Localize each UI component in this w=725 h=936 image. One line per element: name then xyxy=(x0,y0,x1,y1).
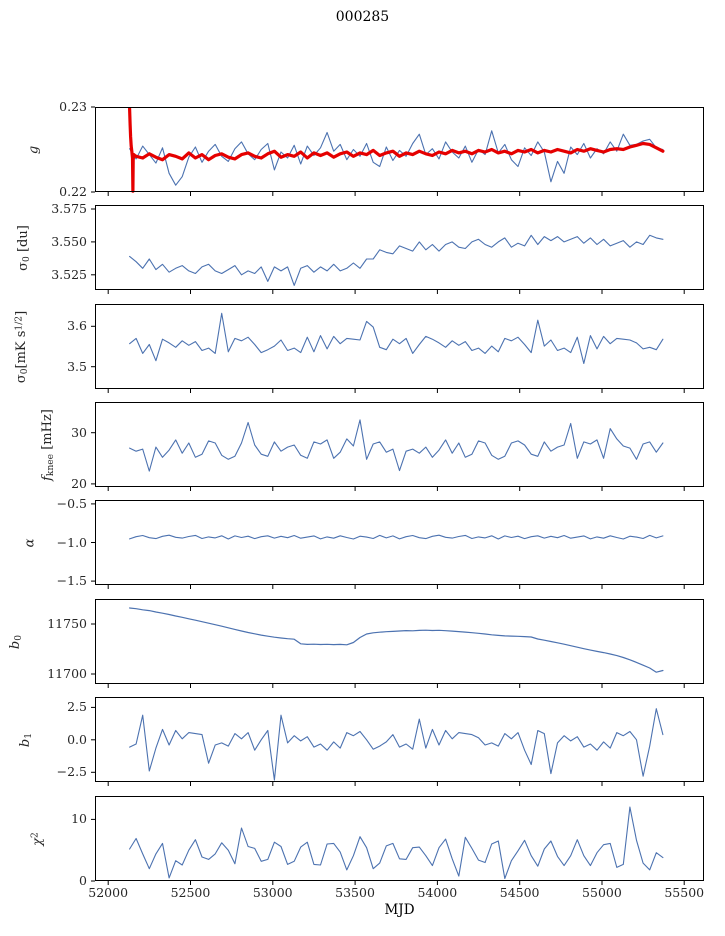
x-tick-label: 55500 xyxy=(664,885,705,900)
x-tick-label: 54000 xyxy=(417,885,458,900)
series-sigma0-mK xyxy=(129,312,664,365)
y-tick-label: −1.0 xyxy=(56,534,87,550)
x-axis-label: MJD xyxy=(384,902,415,918)
y-tick-label: −1.5 xyxy=(56,573,87,589)
x-tick-label: 54500 xyxy=(499,885,540,900)
panel-b0 xyxy=(91,599,704,688)
y-axis-label-b1: b1 xyxy=(18,732,34,747)
y-axis-label-sigma0-du: σ0 [du] xyxy=(16,224,32,271)
y-tick-label: 0.0 xyxy=(67,731,87,747)
y-tick-label: 10 xyxy=(71,811,87,827)
y-tick-label: −0.5 xyxy=(56,495,87,511)
panel-alpha xyxy=(91,500,704,589)
y-tick-label: 3.550 xyxy=(51,233,87,249)
panel-chi2 xyxy=(91,796,704,885)
y-tick-label: 11700 xyxy=(47,666,87,681)
series-g-smoothed xyxy=(127,107,665,193)
y-tick-label: 30 xyxy=(71,424,87,440)
figure-title: 000285 xyxy=(335,9,390,25)
series-chi2 xyxy=(129,806,664,880)
series-b1 xyxy=(129,708,664,781)
y-tick-label: 0.22 xyxy=(59,184,87,199)
panel-box xyxy=(95,796,704,881)
x-tick-label: 53500 xyxy=(335,885,375,900)
y-tick-label: 3.525 xyxy=(51,266,87,282)
series-fknee xyxy=(129,419,664,472)
x-tick-label: 52000 xyxy=(88,885,129,900)
y-tick-label: 0 xyxy=(79,873,87,888)
panel-box xyxy=(95,697,704,782)
panel-sigma0-du xyxy=(91,205,704,294)
panel-box xyxy=(95,107,704,192)
y-axis-label-chi2: χ2 xyxy=(30,831,46,846)
panel-sigma0-mK xyxy=(91,304,704,393)
y-tick-label: 3.6 xyxy=(67,318,87,334)
panel-b1 xyxy=(91,697,704,786)
y-tick-label: 3.5 xyxy=(67,358,87,374)
x-tick-label: 52500 xyxy=(170,885,211,900)
panel-box xyxy=(95,304,704,389)
panel-g xyxy=(91,106,704,196)
panel-box xyxy=(95,500,704,585)
y-tick-label: 0.23 xyxy=(59,99,87,114)
series-sigma0-du xyxy=(129,234,664,286)
series-alpha xyxy=(129,534,664,540)
series-b0 xyxy=(128,607,664,673)
y-axis-label-fknee: fknee [mHz] xyxy=(40,408,56,481)
panel-box xyxy=(95,205,704,290)
y-tick-label: 3.575 xyxy=(51,200,87,216)
y-axis-label-sigma0-mK: σ0[mK s1/2] xyxy=(14,310,30,383)
panel-fknee xyxy=(91,402,704,491)
y-axis-label-alpha: α xyxy=(22,538,38,547)
y-tick-label: 20 xyxy=(71,475,87,491)
y-tick-label: 2.5 xyxy=(67,699,87,715)
y-axis-label-b0: b0 xyxy=(8,634,24,649)
y-axis-label-g: g xyxy=(26,145,42,154)
panel-box xyxy=(95,599,704,684)
x-tick-label: 53000 xyxy=(252,885,293,900)
y-tick-label: 11750 xyxy=(47,616,87,631)
y-tick-label: −2.5 xyxy=(56,764,87,780)
x-tick-label: 55000 xyxy=(582,885,622,900)
panel-box xyxy=(95,402,704,487)
